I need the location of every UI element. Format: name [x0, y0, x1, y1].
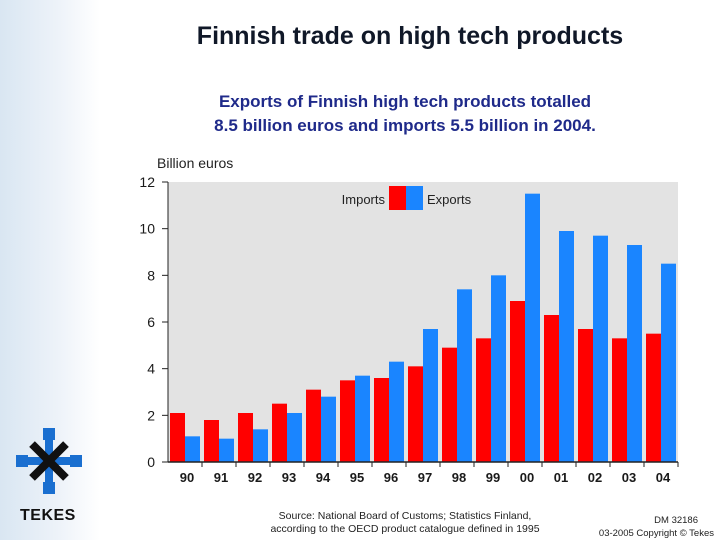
x-tick-label: 90	[180, 470, 194, 485]
chart-subtitle: Exports of Finnish high tech products to…	[110, 90, 700, 138]
bar-imports-03	[612, 338, 627, 462]
x-tick-label: 96	[384, 470, 398, 485]
bar-imports-92	[238, 413, 253, 462]
bar-imports-02	[578, 329, 593, 462]
y-tick-label: 8	[147, 267, 155, 283]
legend: Imports Exports	[342, 186, 472, 210]
document-id: DM 32186	[654, 515, 698, 526]
bar-exports-93	[287, 413, 302, 462]
bar-exports-00	[525, 193, 540, 462]
x-tick-label: 00	[520, 470, 534, 485]
y-axis-label: Billion euros	[157, 155, 233, 171]
legend-swatch-exports	[406, 186, 423, 210]
x-tick-label: 98	[452, 470, 466, 485]
bar-exports-01	[559, 231, 574, 462]
bar-imports-91	[204, 420, 219, 462]
page-title: Finnish trade on high tech products	[196, 22, 624, 50]
x-tick-label: 02	[588, 470, 602, 485]
bar-exports-99	[491, 275, 506, 462]
bar-imports-98	[442, 347, 457, 462]
bar-imports-96	[374, 378, 389, 462]
document-info: DM 32186 03-2005 Copyright © Tekes	[574, 514, 714, 540]
bar-exports-03	[627, 245, 642, 462]
x-tick-label: 94	[316, 470, 331, 485]
y-tick-label: 2	[147, 407, 155, 423]
x-tick-label: 03	[622, 470, 636, 485]
x-tick-label: 99	[486, 470, 500, 485]
x-tick-label: 04	[656, 470, 671, 485]
subtitle-line-2: 8.5 billion euros and imports 5.5 billio…	[214, 116, 596, 135]
bar-exports-90	[185, 436, 200, 462]
copyright: 03-2005 Copyright © Tekes	[598, 528, 714, 539]
x-tick-label: 92	[248, 470, 262, 485]
bar-exports-91	[219, 438, 234, 462]
y-tick-label: 4	[147, 361, 155, 377]
bar-imports-04	[646, 333, 661, 462]
x-tick-label: 95	[350, 470, 364, 485]
y-tick-label: 6	[147, 314, 155, 330]
bar-exports-95	[355, 375, 370, 462]
tekes-logo-text: TEKES	[20, 507, 76, 524]
tekes-snowflake-icon	[16, 428, 82, 494]
bar-exports-02	[593, 235, 608, 462]
x-tick-label: 97	[418, 470, 432, 485]
bar-exports-92	[253, 429, 268, 462]
source-line-1: Source: National Board of Customs; Stati…	[278, 510, 532, 522]
source-line-2: according to the OECD product catalogue …	[270, 523, 540, 535]
bar-exports-04	[661, 263, 676, 462]
bar-imports-94	[306, 389, 321, 462]
bar-exports-97	[423, 329, 438, 462]
y-tick-label: 0	[147, 454, 155, 470]
bar-imports-90	[170, 413, 185, 462]
bar-imports-99	[476, 338, 491, 462]
bar-imports-95	[340, 380, 355, 462]
x-tick-label: 91	[214, 470, 228, 485]
subtitle-line-1: Exports of Finnish high tech products to…	[218, 92, 592, 111]
bar-exports-98	[457, 289, 472, 462]
y-tick-label: 12	[139, 174, 155, 190]
legend-label-exports: Exports	[427, 192, 472, 207]
legend-label-imports: Imports	[342, 192, 386, 207]
source-note: Source: National Board of Customs; Stati…	[230, 510, 580, 536]
bar-exports-94	[321, 396, 336, 462]
x-tick-label: 93	[282, 470, 296, 485]
y-tick-label: 10	[139, 221, 155, 237]
bar-imports-00	[510, 301, 525, 462]
bars-group	[170, 193, 676, 462]
bar-imports-97	[408, 366, 423, 462]
x-tick-label: 01	[554, 470, 568, 485]
bar-imports-01	[544, 315, 559, 462]
bar-exports-96	[389, 361, 404, 462]
bar-imports-93	[272, 403, 287, 462]
legend-swatch-imports	[389, 186, 406, 210]
